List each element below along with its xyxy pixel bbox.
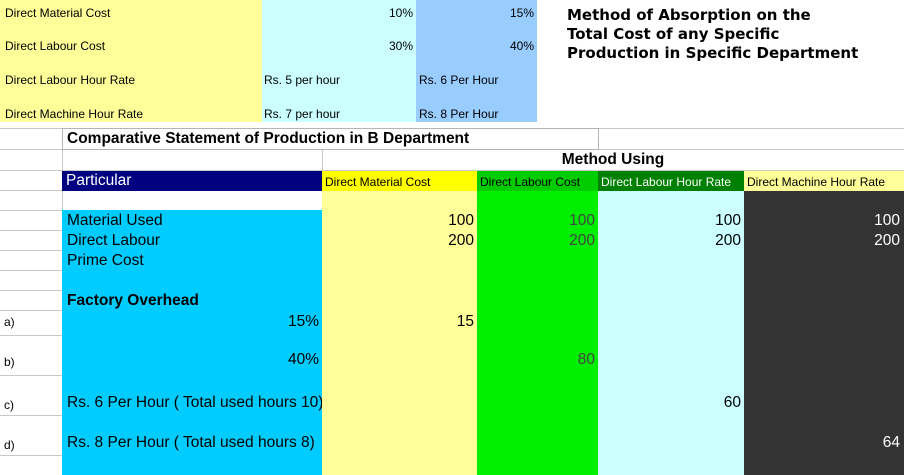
rates-table-column-b (262, 0, 416, 122)
rates-row-value-b[interactable]: Rs. 5 per hour (264, 73, 341, 87)
material-used-value[interactable]: 100 (874, 212, 900, 229)
rates-row-value-c[interactable]: Rs. 8 Per Hour (419, 107, 499, 121)
rates-row-value-b[interactable]: 10% (388, 6, 413, 20)
overhead-value-direct-labour[interactable]: 80 (577, 351, 595, 368)
rates-row-value-b[interactable]: Rs. 7 per hour (264, 107, 341, 121)
rates-row-label[interactable]: Direct Labour Cost (5, 39, 106, 53)
overhead-label[interactable]: Rs. 8 Per Hour ( Total used hours 8) (67, 434, 315, 451)
overhead-label[interactable]: Rs. 6 Per Hour ( Total used hours 10) (67, 394, 322, 411)
factory-overhead-label[interactable]: Factory Overhead (67, 292, 199, 309)
rates-table-column-c (416, 0, 537, 122)
direct-labour-value[interactable]: 200 (715, 232, 741, 249)
material-used-value[interactable]: 100 (448, 212, 474, 229)
statement-title-box (62, 128, 599, 150)
overhead-marker: d) (4, 438, 15, 452)
overhead-value-labour-hour-rate[interactable]: 60 (723, 394, 741, 411)
rates-row-value-c[interactable]: 40% (509, 39, 534, 53)
direct-labour-value[interactable]: 200 (448, 232, 474, 249)
overhead-marker: c) (4, 398, 14, 412)
particular-column (62, 210, 322, 475)
rates-row-value-c[interactable]: Rs. 6 Per Hour (419, 73, 499, 87)
rates-row-label[interactable]: Direct Material Cost (5, 6, 111, 20)
col-header-direct-labour-hour-rate[interactable]: Direct Labour Hour Rate (598, 171, 744, 191)
overhead-value-machine-hour-rate[interactable]: 64 (882, 434, 900, 451)
overhead-label[interactable]: 40% (287, 351, 319, 368)
prime-cost-label[interactable]: Prime Cost (67, 252, 144, 269)
direct-machine-hour-rate-column (744, 191, 904, 475)
col-header-direct-labour-cost[interactable]: Direct Labour Cost (477, 171, 598, 191)
direct-material-cost-column (322, 191, 477, 475)
material-used-value[interactable]: 100 (569, 212, 595, 229)
direct-labour-label[interactable]: Direct Labour (67, 232, 161, 249)
method-using-header[interactable]: Method Using (561, 151, 665, 168)
rates-row-label[interactable]: Direct Machine Hour Rate (5, 107, 144, 121)
direct-labour-value[interactable]: 200 (569, 232, 595, 249)
particular-header-label: Particular (66, 172, 132, 189)
col-header-direct-machine-hour-rate[interactable]: Direct Machine Hour Rate (744, 171, 904, 191)
rates-row-value-b[interactable]: 30% (388, 39, 413, 53)
particular-header[interactable]: Particular (62, 171, 322, 191)
material-used-value[interactable]: 100 (715, 212, 741, 229)
overhead-label[interactable]: 15% (287, 313, 319, 330)
page-heading: Method of Absorption on the Total Cost o… (567, 6, 859, 62)
overhead-marker: a) (4, 315, 15, 329)
material-used-label[interactable]: Material Used (67, 212, 163, 229)
direct-labour-value[interactable]: 200 (874, 232, 900, 249)
rates-table-label-column (0, 0, 262, 122)
direct-labour-hour-rate-column (598, 191, 744, 475)
rates-row-label[interactable]: Direct Labour Hour Rate (5, 73, 136, 87)
overhead-marker: b) (4, 355, 15, 369)
overhead-value-direct-material[interactable]: 15 (456, 313, 474, 330)
statement-title[interactable]: Comparative Statement of Production in B… (67, 130, 470, 147)
rates-row-value-c[interactable]: 15% (509, 6, 534, 20)
col-header-direct-material-cost[interactable]: Direct Material Cost (322, 171, 477, 191)
direct-labour-cost-column (477, 191, 598, 475)
